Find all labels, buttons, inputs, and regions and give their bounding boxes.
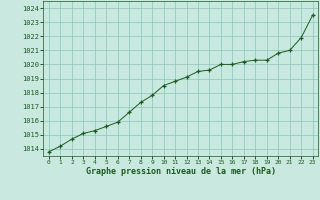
X-axis label: Graphe pression niveau de la mer (hPa): Graphe pression niveau de la mer (hPa)	[86, 167, 276, 176]
